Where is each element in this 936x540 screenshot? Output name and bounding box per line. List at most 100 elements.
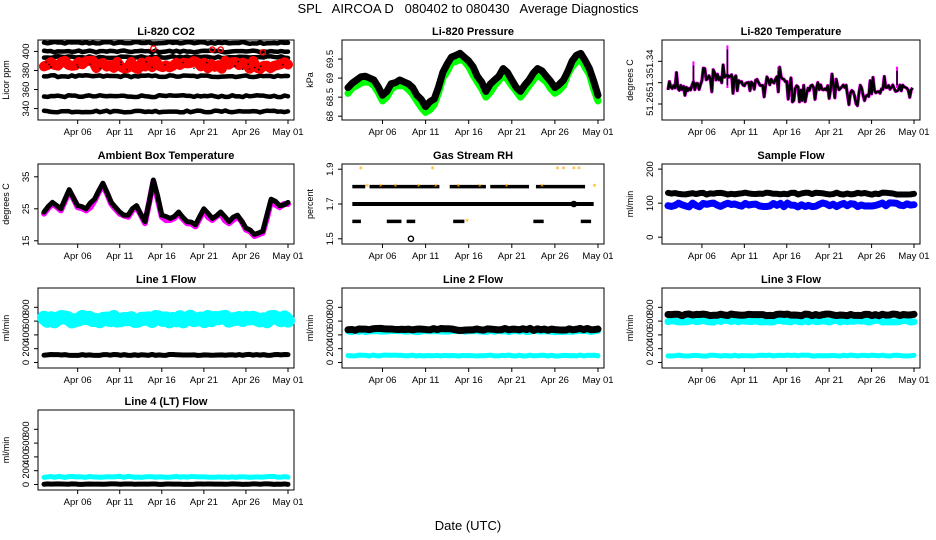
plot-data: [39, 39, 293, 115]
series-temperature: [666, 49, 914, 107]
y-axis-label: degrees C: [625, 59, 635, 101]
orange-point: *: [562, 165, 566, 174]
y-tick-label: 200: [645, 161, 656, 177]
series-line-1-flow: [37, 309, 295, 329]
plot-frame: [341, 287, 605, 369]
panel-title: Li-820 Temperature: [741, 26, 842, 38]
series-line-3-flow-low: [665, 352, 917, 359]
plot-frame: [661, 39, 921, 121]
x-tick-label: Apr 26: [858, 127, 886, 138]
series-line: [41, 177, 291, 237]
series-reference: [41, 39, 291, 47]
x-tick-label: May 01: [272, 251, 303, 262]
y-tick-label: 200: [21, 463, 32, 479]
panel-title: Li-820 CO2: [137, 26, 194, 38]
plot-data: [41, 177, 291, 239]
orange-point: *: [593, 183, 597, 192]
data-point: [234, 65, 236, 67]
data-point: [77, 66, 79, 68]
chart-panel-ambient-box-temperature: Ambient Box Temperature degrees C 15 25 35 Ap…: [1, 150, 304, 262]
x-tick-label: May 01: [582, 375, 613, 386]
y-tick-label: 400: [21, 43, 32, 59]
series-band: [345, 352, 601, 359]
outlier-point: [150, 45, 157, 52]
series-sample-flow: [665, 189, 917, 198]
x-tick-label: Apr 21: [190, 127, 218, 138]
x-tick-label: Apr 21: [498, 127, 526, 138]
outlier-point: [208, 46, 216, 53]
y-tick-label: 0: [645, 235, 656, 240]
panel-title: Line 4 (LT) Flow: [125, 396, 208, 408]
plot-frame: [37, 39, 295, 121]
x-tick-label: Apr 16: [148, 251, 176, 262]
plot-data: [344, 49, 602, 116]
x-tick-label: Apr 06: [64, 127, 92, 138]
x-tick-label: Apr 11: [731, 127, 758, 138]
x-tick-label: Apr 06: [64, 375, 92, 386]
y-tick-label: 1.5: [325, 232, 336, 245]
x-tick-label: Apr 26: [858, 375, 886, 386]
series-rh: [352, 184, 594, 224]
data-point: [120, 61, 122, 63]
data-point: [45, 61, 47, 63]
y-tick-label: 51.34: [645, 49, 656, 73]
series-line: [666, 63, 914, 107]
orange-point: *: [359, 165, 363, 174]
y-axis-label: ml/min: [305, 315, 315, 342]
y-tick-label: 68: [325, 111, 336, 122]
y-axis-label: Licor ppm: [1, 60, 11, 100]
x-tick-label: May 01: [272, 497, 303, 508]
y-axis-label: percent: [305, 188, 315, 219]
y-axis-label: ml/min: [625, 315, 635, 342]
x-tick-label: Apr 26: [858, 251, 886, 262]
y-tick-label: 51.3: [645, 73, 656, 92]
series-band: [41, 73, 291, 80]
y-tick-label: 69: [325, 73, 336, 84]
data-point: [50, 66, 52, 68]
x-tick-label: Apr 11: [731, 251, 758, 262]
plot-frame: [37, 409, 295, 491]
x-tick-label: May 01: [582, 127, 613, 138]
y-tick-label: 400: [21, 327, 32, 343]
rh-low-point: [407, 235, 415, 243]
chart-panel-gas-stream-rh: Gas Stream RH percent 1.5 1.7 1.9 Apr 06 Apr 1…: [305, 150, 614, 262]
series-pressure: [344, 49, 602, 111]
y-tick-label: 400: [645, 327, 656, 343]
y-axis-label: kPa: [305, 72, 315, 88]
x-tick-label: Apr 26: [232, 375, 260, 386]
panel-title: Ambient Box Temperature: [98, 150, 235, 162]
series-band: [665, 352, 917, 359]
x-tick-label: Apr 06: [368, 251, 396, 262]
series-line-2-flow: [344, 324, 602, 334]
y-tick-label: 600: [21, 435, 32, 451]
x-tick-label: Apr 16: [773, 251, 801, 262]
series-standard-low: [41, 73, 291, 80]
x-tick-label: Apr 16: [148, 127, 176, 138]
x-axis-label: Date (UTC): [434, 518, 502, 533]
orange-point: *: [478, 183, 482, 192]
data-point: [247, 63, 249, 65]
panel-title: Line 3 Flow: [761, 274, 821, 286]
x-tick-label: Apr 11: [106, 497, 133, 508]
y-tick-label: 800: [21, 421, 32, 437]
plot-data: [666, 45, 915, 108]
y-tick-label: 0: [21, 360, 32, 365]
y-tick-label: 800: [325, 299, 336, 315]
x-tick-label: May 01: [582, 251, 613, 262]
y-tick-label: 15: [21, 236, 32, 247]
x-tick-label: Apr 16: [455, 375, 483, 386]
chart-panel-sample-flow: Sample Flow ml/min 0 100 200 Apr 06 Apr 11 Apr …: [625, 150, 930, 262]
x-tick-label: Apr 06: [64, 497, 92, 508]
series-line-2-flow-secondary: [345, 352, 601, 359]
x-tick-label: Apr 06: [688, 375, 716, 386]
x-tick-label: Apr 06: [368, 127, 396, 138]
x-tick-label: Apr 06: [368, 375, 396, 386]
x-tick-label: Apr 26: [541, 375, 569, 386]
y-tick-label: 380: [21, 63, 32, 79]
series-band: [664, 199, 918, 211]
x-tick-label: May 01: [898, 251, 929, 262]
